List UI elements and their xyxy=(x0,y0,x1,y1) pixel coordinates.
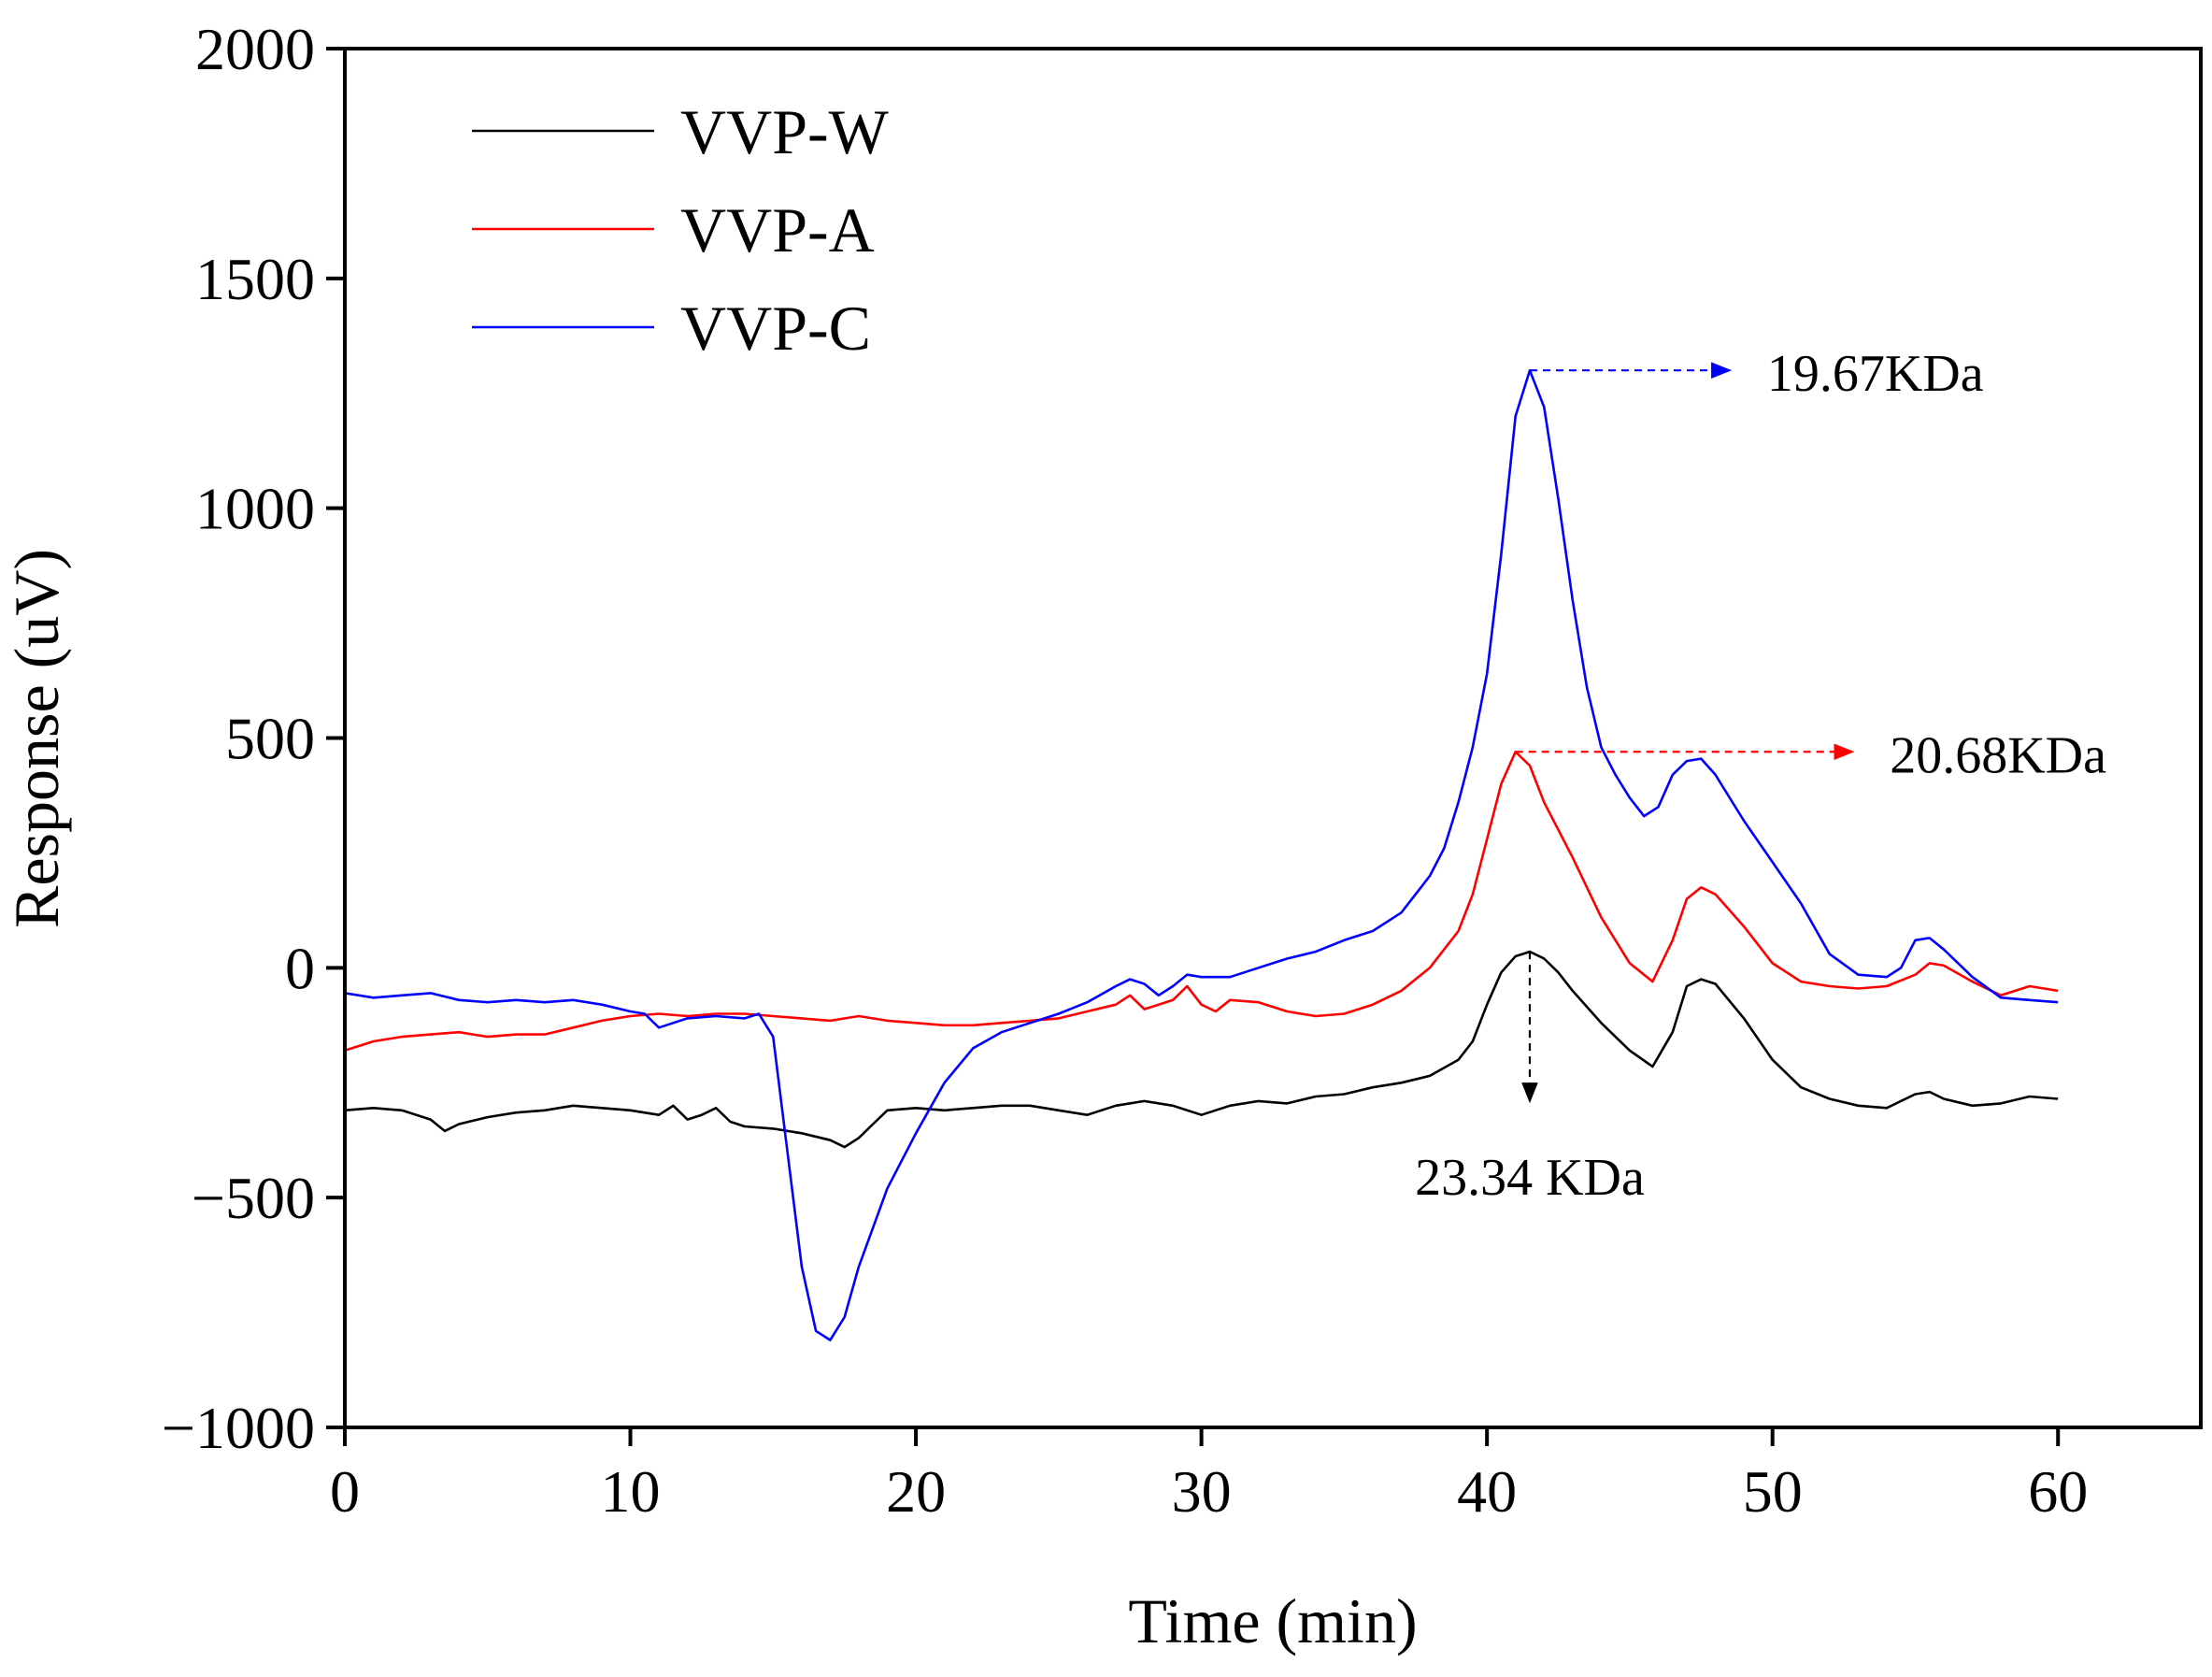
x-tick-label: 40 xyxy=(1457,1458,1517,1525)
legend-label-vvp-a: VVP-A xyxy=(680,194,875,265)
y-tick-label: 2000 xyxy=(195,16,315,82)
series-line-vvp-a xyxy=(345,750,2059,1053)
series-line-vvp-w xyxy=(345,950,2059,1149)
series-layer xyxy=(345,368,2059,1341)
x-tick-label: 0 xyxy=(330,1458,360,1525)
series-line-vvp-c xyxy=(345,368,2059,1341)
annotation-label: 20.68KDa xyxy=(1890,726,2106,784)
y-axis: −1000 −500 0 500 1000 1500 2000 xyxy=(162,16,345,1461)
x-tick-label: 60 xyxy=(2028,1458,2088,1525)
x-tick-label: 30 xyxy=(1172,1458,1232,1525)
annotation-label: 19.67KDa xyxy=(1767,345,1984,403)
y-tick-label: −500 xyxy=(192,1165,315,1231)
y-tick-label: 0 xyxy=(285,935,315,1001)
y-axis-title: Response (uV) xyxy=(1,549,72,928)
y-tick-label: −1000 xyxy=(162,1395,315,1461)
legend-label-vvp-c: VVP-C xyxy=(680,293,871,364)
x-axis: 0 10 20 30 40 50 60 xyxy=(330,1427,2088,1525)
annotation-label: 23.34 KDa xyxy=(1415,1149,1645,1207)
x-axis-title: Time (min) xyxy=(1128,1585,1417,1656)
x-tick-label: 10 xyxy=(601,1458,661,1525)
y-tick-label: 500 xyxy=(225,706,315,772)
annotation-layer: 19.67KDa 20.68KDa 23.34 KDa xyxy=(1415,345,2106,1207)
y-tick-label: 1500 xyxy=(195,246,315,312)
x-tick-label: 20 xyxy=(886,1458,946,1525)
legend-label-vvp-w: VVP-W xyxy=(680,96,890,167)
x-tick-label: 50 xyxy=(1743,1458,1803,1525)
legend: VVP-W VVP-A VVP-C xyxy=(472,96,890,364)
y-tick-label: 1000 xyxy=(195,476,315,542)
